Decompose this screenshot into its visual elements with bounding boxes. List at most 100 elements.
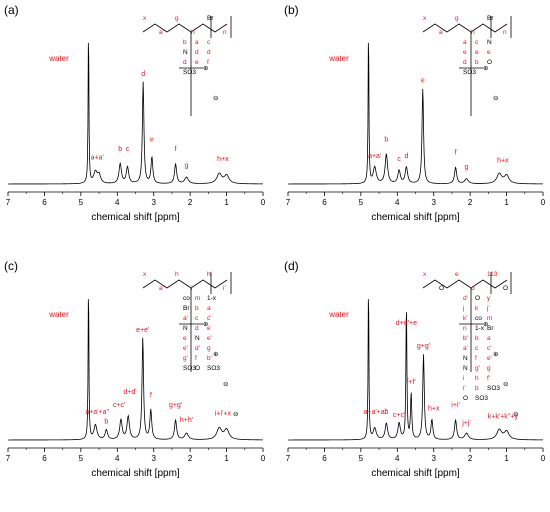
x-tick-label: 2 — [188, 454, 193, 463]
structure-atom-label: N — [463, 355, 468, 362]
structure-atom-label: a — [463, 39, 467, 46]
structure-atom-label: g — [455, 15, 459, 22]
structure-atom-label: x — [423, 271, 427, 278]
peak-label: a+a'+a'' — [85, 409, 109, 416]
structure-atom-label: b — [475, 385, 479, 392]
peak-label: d — [404, 153, 408, 160]
peak-label: f — [455, 149, 457, 156]
x-tick-label: 7 — [286, 198, 291, 207]
x-tick-label: 2 — [468, 198, 473, 207]
structure-atom-label: b — [475, 335, 479, 342]
structure-atom-label: d — [471, 285, 475, 292]
x-tick-label: 0 — [261, 198, 266, 207]
spectrum-line — [288, 299, 543, 441]
peak-label: g — [185, 163, 189, 170]
structure-atom-label: n — [223, 29, 227, 36]
panel-label: (c) — [4, 259, 18, 273]
peak-label: f+f' — [406, 379, 415, 386]
structure-charge: ⊖ — [223, 381, 229, 388]
structure-atom-label: b — [475, 59, 479, 66]
structure-charge: ⊕ — [203, 65, 209, 72]
structure-atom-label: c' — [207, 315, 212, 322]
peak-label: h+x — [497, 158, 509, 165]
structure-charge: ⊖ — [513, 411, 519, 418]
peak-label: a+a' — [368, 153, 381, 160]
structure-charge: ⊖ — [493, 95, 499, 102]
structure-atom-label: k' — [463, 315, 468, 322]
structure-atom-label: m — [195, 295, 200, 302]
peak-label: e — [150, 136, 154, 143]
structure-atom-label: c — [475, 345, 479, 352]
panel-label: (d) — [284, 259, 299, 273]
solvent-label: water — [48, 54, 69, 63]
structure-atom-label: d — [207, 49, 211, 56]
structure-atom-label: a'' — [159, 285, 165, 292]
peak-label: c+c' — [393, 412, 405, 419]
x-tick-label: 6 — [322, 454, 327, 463]
nmr-panel-b: (b) 7 6 5 4 3 2 1 0 chemical shift [ppm] water a+a'… — [284, 3, 546, 223]
structure-atom-label: co — [183, 295, 190, 302]
peak-label: i+i'+x — [215, 410, 232, 417]
structure-atom-label: x — [143, 271, 147, 278]
x-tick-label: 1 — [224, 198, 229, 207]
structure-charge: ⊕ — [483, 65, 489, 72]
structure-atom-label: a — [487, 335, 491, 342]
structure-atom-label: 113 — [487, 271, 498, 278]
x-tick-label: 2 — [188, 198, 193, 207]
structure-atom-label: g' — [475, 365, 480, 372]
structure-atom-label: c — [475, 39, 479, 46]
structure-atom-label: SO3 — [487, 385, 500, 392]
x-tick-label: 3 — [151, 454, 156, 463]
structure-charge: ⊖ — [233, 411, 239, 418]
structure-atom-label: g — [207, 345, 211, 352]
structure-atom-label: a' — [463, 345, 468, 352]
panel-label: (a) — [4, 3, 19, 17]
structure-atom-label: e — [463, 49, 467, 56]
peak-label: g — [465, 164, 469, 171]
structure-atom-label: e — [183, 335, 187, 342]
structure-atom-label: h — [191, 29, 195, 36]
structure-atom-label: i' — [223, 285, 226, 292]
x-tick-label: 3 — [431, 198, 436, 207]
structure-atom-label: n — [463, 325, 467, 332]
structure-atom-label: i — [463, 375, 464, 382]
structure-atom-label: j — [462, 305, 464, 312]
structure-atom-label: SO3 — [183, 365, 196, 372]
x-tick-label: 5 — [79, 198, 84, 207]
x-tick-label: 4 — [395, 454, 400, 463]
x-tick-label: 1 — [504, 454, 509, 463]
structure-atom-label: b — [183, 39, 187, 46]
structure-atom-label: SO3 — [207, 365, 220, 372]
structure-atom-label: j' — [486, 305, 490, 312]
x-tick-label: 0 — [261, 454, 266, 463]
solvent-label: water — [328, 310, 349, 319]
peak-label: e — [421, 77, 425, 84]
structure-atom-label: Br — [487, 325, 494, 332]
x-axis-title: chemical shift [ppm] — [91, 468, 180, 479]
peak-label: c — [126, 146, 130, 153]
structure-atom-label: x — [143, 15, 147, 22]
structure-atom-label: h — [175, 271, 179, 278]
structure-atom-label: e — [455, 271, 459, 278]
structure-atom-label: m — [487, 315, 492, 322]
spectrum-line — [288, 42, 543, 185]
panel-label: (b) — [284, 3, 299, 17]
structure-atom-label: O — [503, 285, 508, 292]
structure-atom-label: 1-x — [475, 325, 485, 332]
structure-atom-label: i — [191, 285, 192, 292]
x-tick-label: 7 — [286, 454, 291, 463]
spectrum-line — [8, 299, 263, 441]
structure-atom-label: h' — [207, 271, 212, 278]
x-tick-label: 5 — [79, 454, 84, 463]
x-tick-label: 0 — [541, 454, 546, 463]
structure-charge: ⊕ — [483, 321, 489, 328]
structure-atom-label: d — [183, 59, 187, 66]
peak-label: b — [384, 136, 388, 143]
structure-atom-label: O — [463, 395, 468, 402]
structure-atom-label: x — [423, 15, 427, 22]
solvent-label: water — [48, 310, 69, 319]
peak-label: k+k'+k''+y — [488, 414, 519, 421]
structure-atom-label: e — [195, 59, 199, 66]
structure-atom-label: a' — [159, 29, 164, 36]
x-tick-label: 4 — [115, 454, 120, 463]
